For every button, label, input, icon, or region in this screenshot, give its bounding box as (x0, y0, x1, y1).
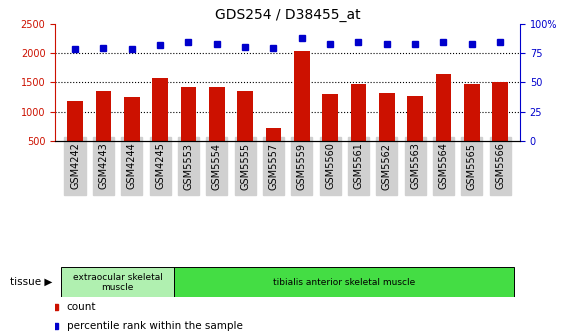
Text: tissue ▶: tissue ▶ (10, 277, 52, 287)
Bar (266, 128, 281, 141)
Bar (124, 97, 139, 141)
Bar (61, 267, 174, 297)
Bar (237, 91, 253, 141)
Bar (174, 267, 514, 297)
Bar (492, 82, 508, 141)
Bar (67, 100, 83, 141)
Text: tibialis anterior skeletal muscle: tibialis anterior skeletal muscle (273, 278, 415, 287)
Bar (322, 94, 338, 141)
Title: GDS254 / D38455_at: GDS254 / D38455_at (215, 8, 360, 23)
Bar (96, 91, 111, 141)
Bar (379, 93, 394, 141)
Text: extraocular skeletal
muscle: extraocular skeletal muscle (73, 272, 163, 292)
Bar (209, 87, 224, 141)
Text: percentile rank within the sample: percentile rank within the sample (67, 321, 243, 331)
Bar (351, 84, 366, 141)
Bar (464, 84, 479, 141)
Bar (152, 78, 168, 141)
Bar (294, 51, 310, 141)
Bar (407, 96, 423, 141)
Text: count: count (67, 302, 96, 312)
Bar (436, 74, 451, 141)
Bar (181, 87, 196, 141)
